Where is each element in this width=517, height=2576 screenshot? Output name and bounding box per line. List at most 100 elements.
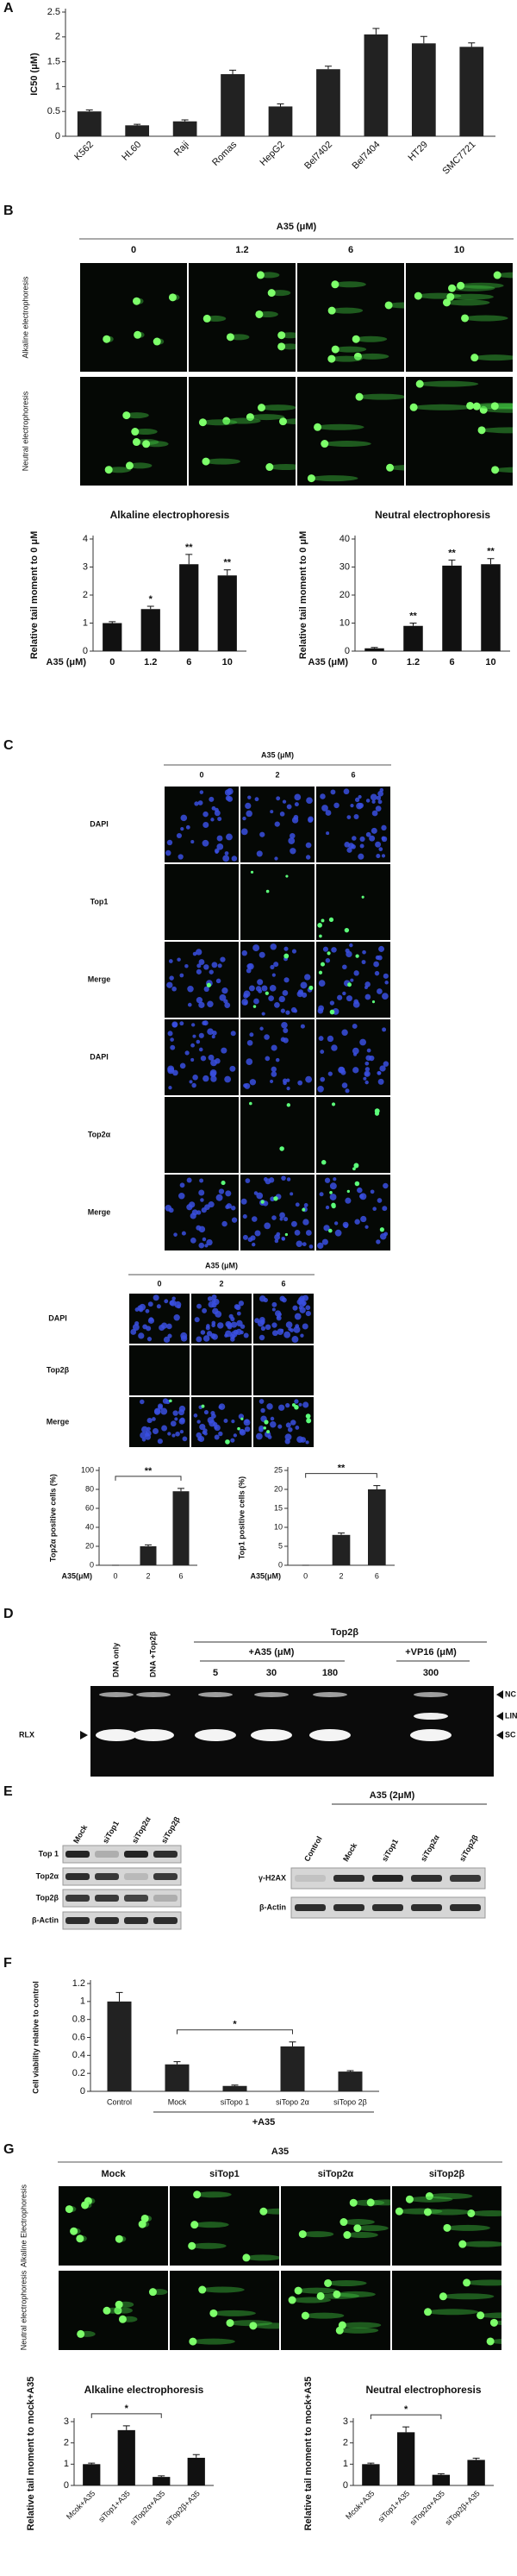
nucleus	[296, 991, 303, 998]
comet-head	[188, 2241, 196, 2250]
comet-tail	[482, 406, 513, 413]
bar	[103, 623, 122, 651]
nucleus	[352, 836, 357, 841]
comet-head	[288, 2296, 296, 2304]
nucleus	[305, 855, 311, 860]
blot-band	[124, 1851, 148, 1858]
nucleus	[227, 796, 234, 802]
x-tick-label: siTop1+A35	[377, 2489, 412, 2524]
nucleus	[276, 796, 281, 801]
x-tick-label: K562	[72, 140, 96, 163]
nucleus	[245, 1419, 249, 1424]
blot-band	[411, 1875, 442, 1882]
comet-head	[226, 333, 234, 342]
nucleus	[384, 981, 389, 985]
nucleus	[140, 1399, 145, 1405]
nucleus	[320, 1050, 325, 1054]
stain	[328, 917, 334, 923]
comet-head	[352, 335, 360, 343]
nucleus	[271, 1322, 277, 1328]
stain	[273, 1196, 278, 1201]
nucleus	[381, 836, 388, 843]
band-nc	[414, 1692, 448, 1697]
comet-tail	[133, 429, 158, 436]
bar	[153, 2477, 171, 2485]
nucleus	[171, 1296, 176, 1301]
bar	[187, 2457, 205, 2485]
comet-tail	[228, 2320, 273, 2327]
micrograph-bg	[297, 263, 404, 372]
significance-label: *	[149, 594, 153, 605]
gel-group: Top2β	[331, 1627, 358, 1638]
nucleus	[161, 1425, 168, 1432]
nucleus	[210, 1411, 215, 1416]
nucleus	[168, 959, 173, 963]
y-tick-label: 60	[85, 1503, 94, 1512]
nucleus	[364, 1061, 370, 1066]
nucleus	[370, 1189, 375, 1194]
stain	[329, 1009, 335, 1015]
comet-head	[134, 330, 142, 339]
blot-band	[65, 1917, 90, 1924]
y-tick-label: 20	[274, 1484, 283, 1493]
nucleus	[285, 1010, 290, 1015]
comet-head	[118, 2315, 127, 2323]
nucleus	[196, 1420, 201, 1424]
nucleus	[358, 794, 362, 799]
nucleus	[200, 1198, 204, 1202]
y-tick-label: 0.6	[72, 2032, 85, 2042]
nucleus	[167, 1065, 175, 1073]
nucleus	[202, 811, 209, 818]
panel-label: E	[3, 1784, 13, 1799]
nucleus	[231, 856, 238, 862]
stain	[374, 1108, 380, 1114]
nucleus	[283, 946, 289, 951]
comet-head	[384, 301, 393, 310]
micrograph	[191, 1294, 252, 1344]
stain	[319, 934, 322, 938]
stain	[305, 1413, 311, 1420]
nucleus	[377, 955, 383, 961]
comet-tail	[334, 2291, 376, 2297]
lane-label: siTop2β	[458, 1833, 480, 1863]
nucleus	[198, 1189, 205, 1196]
nucleus	[383, 1061, 389, 1067]
nucleus	[345, 1197, 352, 1204]
error-bar	[115, 1991, 123, 2002]
y-tick-label: 40	[339, 534, 350, 544]
row-label: Top 1	[39, 1849, 59, 1858]
nucleus	[170, 1044, 176, 1050]
nucleus	[174, 1417, 178, 1421]
nucleus	[382, 1206, 388, 1212]
nucleus	[290, 848, 296, 855]
band-nc	[99, 1692, 134, 1697]
nucleus	[229, 1065, 236, 1072]
nucleus	[258, 988, 263, 993]
blot-header: A35 (2μM)	[370, 1790, 415, 1801]
nucleus	[238, 1301, 245, 1307]
bar	[459, 47, 484, 136]
y-tick-label: 0	[90, 1560, 94, 1569]
bar	[165, 2064, 190, 2091]
comet-head	[331, 280, 339, 289]
micrograph	[129, 1397, 190, 1447]
significance-bracket	[305, 1473, 377, 1478]
nucleus	[359, 1038, 367, 1046]
x-tick-label: 6	[178, 1571, 183, 1580]
grid-header: A35 (μM)	[205, 1261, 238, 1269]
y-tick-label: 2.5	[47, 7, 60, 17]
comet-head	[490, 402, 499, 411]
comet-head	[353, 352, 362, 360]
significance-label: *	[125, 2404, 129, 2414]
stain	[308, 985, 314, 991]
band-sc	[251, 1729, 292, 1741]
nucleus	[359, 843, 364, 849]
nucleus	[329, 1194, 337, 1200]
nucleus	[221, 1220, 227, 1227]
comet-head	[267, 289, 276, 298]
nucleus	[252, 1242, 256, 1247]
comet-head	[316, 2291, 325, 2300]
blot-band	[333, 1875, 364, 1882]
nucleus	[215, 978, 221, 984]
nucleus	[283, 1028, 289, 1034]
